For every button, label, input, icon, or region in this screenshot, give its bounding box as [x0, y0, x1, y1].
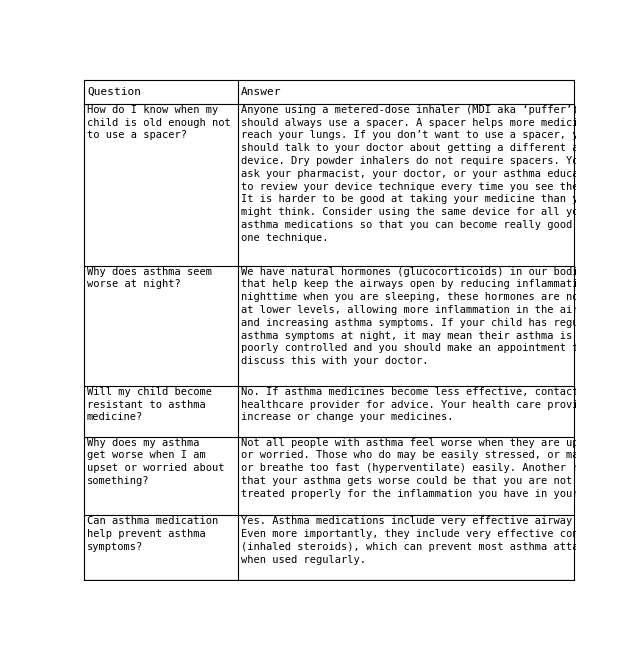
Text: Will my child become
resistant to asthma
medicine?: Will my child become resistant to asthma… — [87, 387, 212, 422]
Text: Why does my asthma
get worse when I am
upset or worried about
something?: Why does my asthma get worse when I am u… — [87, 438, 225, 486]
Text: Can asthma medication
help prevent asthma
symptoms?: Can asthma medication help prevent asthm… — [87, 516, 218, 552]
Text: Not all people with asthma feel worse when they are upset
or worried. Those who : Not all people with asthma feel worse wh… — [241, 438, 635, 499]
Text: No. If asthma medicines become less effective, contact a
healthcare provider for: No. If asthma medicines become less effe… — [241, 387, 623, 422]
Text: Anyone using a metered-dose inhaler (MDI aka ‘puffer’)
should always use a space: Anyone using a metered-dose inhaler (MDI… — [241, 104, 628, 243]
Text: Answer: Answer — [241, 87, 282, 97]
Text: Yes. Asthma medications include very effective airway openers.
Even more importa: Yes. Asthma medications include very eff… — [241, 516, 628, 564]
Text: Question: Question — [87, 87, 141, 97]
Text: Why does asthma seem
worse at night?: Why does asthma seem worse at night? — [87, 266, 212, 289]
Text: We have natural hormones (glucocorticoids) in our bodies
that help keep the airw: We have natural hormones (glucocorticoid… — [241, 266, 616, 366]
Text: How do I know when my
child is old enough not
to use a spacer?: How do I know when my child is old enoug… — [87, 104, 230, 140]
